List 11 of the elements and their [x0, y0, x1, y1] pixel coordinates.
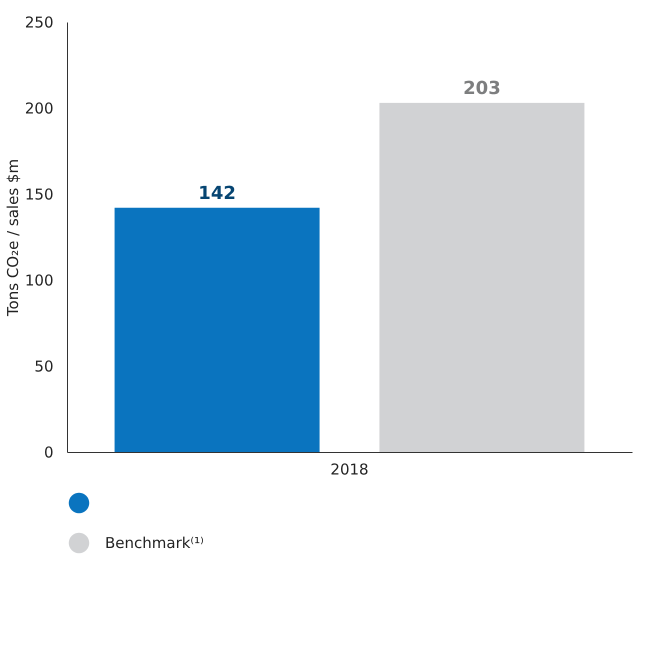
- y-tick-label: 50: [34, 358, 54, 376]
- x-tick-label: 2018: [330, 460, 369, 478]
- y-tick-label: 200: [24, 100, 54, 118]
- data-label: 203: [463, 78, 501, 99]
- legend-label: Benchmark⁽¹⁾: [105, 534, 204, 552]
- y-tick-label: 250: [24, 14, 54, 32]
- y-tick-label: 150: [24, 186, 54, 204]
- y-tick-label: 0: [44, 444, 54, 462]
- y-axis-title: Tons CO₂e / sales $m: [4, 158, 22, 318]
- y-tick-label: 100: [24, 272, 54, 290]
- data-label: 142: [198, 182, 236, 204]
